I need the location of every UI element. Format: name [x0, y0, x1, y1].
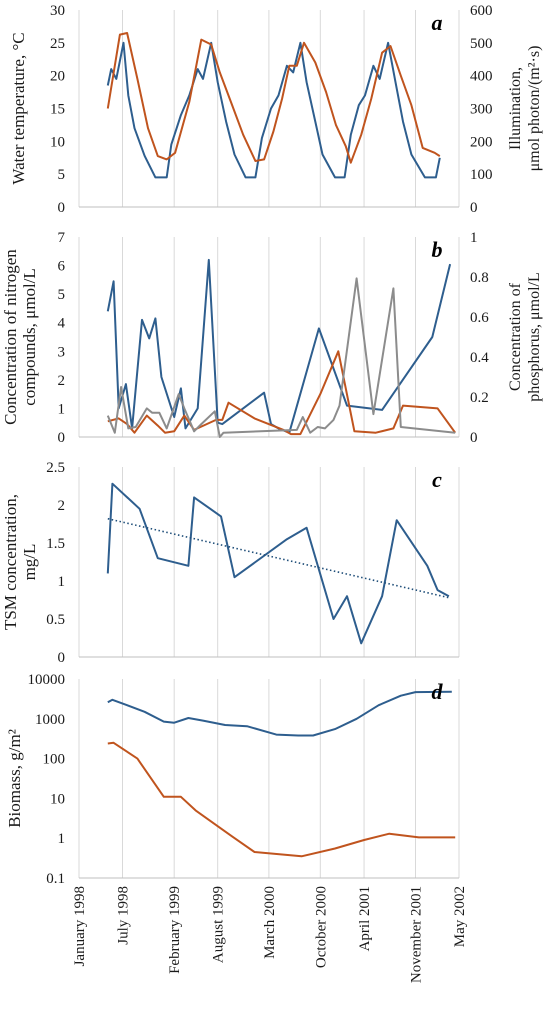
y2-tick-label: 200 [470, 134, 493, 150]
y2-tick-label: 600 [470, 3, 493, 19]
y-tick-label: 1 [58, 574, 66, 590]
series-line-2 [107, 741, 456, 858]
y2-tick-label: 0 [470, 200, 478, 216]
y-tick-label: 7 [58, 230, 66, 246]
y-tick-label: 0 [58, 430, 66, 446]
y2-tick-label: 0.4 [470, 350, 489, 366]
x-tick-label: April 2001 [357, 886, 373, 951]
y2-tick-label: 0 [470, 430, 478, 446]
y-tick-label: 1000 [35, 712, 65, 728]
panel-letter: b [432, 237, 443, 262]
y-tick-label: 0.1 [46, 871, 65, 887]
x-tick-label: August 1999 [211, 886, 227, 963]
y2-axis-title-line2: phosphorus, μmol/L [526, 272, 543, 401]
x-tick-label: October 2000 [313, 886, 329, 968]
y-tick-label: 15 [50, 102, 65, 118]
y2-tick-label: 0.2 [470, 390, 489, 406]
panel-letter: c [432, 467, 442, 492]
x-tick-label: January 1998 [72, 886, 88, 966]
panel-letter: a [432, 10, 443, 35]
y2-tick-label: 300 [470, 102, 493, 118]
y-tick-label: 100 [43, 752, 66, 768]
y2-tick-label: 1 [470, 230, 478, 246]
y-axis-title: Biomass, g/m² [5, 729, 24, 828]
chart-panel-c: 0 0.5 1 1.5 2 2.5 TSM concentration, mg/L c [1, 460, 460, 666]
series-line-2 [106, 32, 441, 164]
series-line-1 [106, 482, 450, 645]
x-axis-labels: January 1998 July 1998 February 1999 August… [72, 886, 468, 983]
y-tick-label: 2.5 [46, 460, 65, 476]
x-tick-label: May 2002 [452, 886, 468, 947]
y2-tick-label: 0.6 [470, 310, 489, 326]
x-tick-label: February 1999 [167, 886, 183, 974]
y-tick-label: 30 [50, 3, 65, 19]
y-tick-label: 1 [58, 831, 66, 847]
y-tick-label: 5 [58, 167, 66, 183]
y-tick-label: 2 [58, 498, 66, 514]
y-tick-label: 3 [58, 344, 66, 360]
y-tick-label: 10 [50, 134, 65, 150]
y2-tick-label: 100 [470, 167, 493, 183]
series-line-1 [107, 690, 452, 737]
y-axis-title-line2: compounds, μmol/L [20, 268, 39, 406]
y-tick-label: 2 [58, 373, 66, 389]
y-axis-title: Water temperature, °C [9, 32, 28, 184]
chart-panel-d: 0.1 1 10 100 1000 10000 Biomass, g/m² d [5, 672, 460, 887]
x-tick-label: March 2000 [262, 886, 278, 959]
panel-letter: d [432, 679, 444, 704]
y2-tick-label: 500 [470, 36, 493, 52]
y-tick-label: 0 [58, 650, 66, 666]
y-tick-label: 10 [50, 791, 65, 807]
y-tick-label: 1 [58, 401, 66, 417]
y2-tick-label: 400 [470, 69, 493, 85]
y-tick-label: 0 [58, 200, 66, 216]
series-line-3 [106, 277, 456, 438]
y-tick-label: 25 [50, 36, 65, 52]
x-tick-label: November 2001 [408, 886, 424, 983]
y-tick-label: 20 [50, 69, 65, 85]
y2-tick-label: 0.8 [470, 270, 489, 286]
y-axis-title-line1: TSM concentration, [1, 494, 20, 630]
y-tick-label: 0.5 [46, 612, 65, 628]
y2-axis-title-line1: Illumination, [507, 67, 524, 150]
x-tick-label: July 1998 [116, 886, 132, 945]
y2-axis-title-line1: Concentration of [507, 282, 524, 391]
y2-axis-title-line2: μmol photon/(m²·s) [526, 46, 543, 172]
y-axis-title-line2: mg/L [20, 544, 39, 581]
y-tick-label: 4 [58, 316, 66, 332]
y-tick-label: 6 [58, 259, 66, 275]
y-tick-label: 1.5 [46, 536, 65, 552]
series-line-1 [106, 41, 441, 179]
y-tick-label: 10000 [28, 672, 66, 688]
y-axis-title-line1: Concentration of nitrogen [1, 249, 20, 425]
chart-panel-b: 0 1 2 3 4 5 6 7 0 0.2 0.4 0.6 0.8 1 Concentration of n… [1, 230, 543, 446]
series-line-2 [107, 350, 457, 436]
y-tick-label: 5 [58, 287, 66, 303]
